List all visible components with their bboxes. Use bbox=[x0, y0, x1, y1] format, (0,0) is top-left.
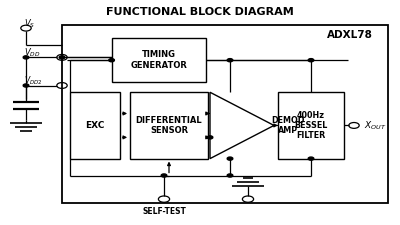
Bar bbox=[70, 92, 120, 159]
Circle shape bbox=[161, 174, 167, 177]
Bar bbox=[62, 25, 388, 202]
Circle shape bbox=[227, 157, 233, 160]
Circle shape bbox=[23, 56, 29, 59]
Bar bbox=[278, 92, 344, 159]
Circle shape bbox=[59, 56, 65, 59]
Text: TIMING
GENERATOR: TIMING GENERATOR bbox=[130, 50, 188, 70]
Circle shape bbox=[227, 174, 233, 177]
Polygon shape bbox=[210, 92, 274, 159]
Circle shape bbox=[227, 59, 233, 62]
Circle shape bbox=[308, 157, 314, 160]
Text: FUNCTIONAL BLOCK DIAGRAM: FUNCTIONAL BLOCK DIAGRAM bbox=[106, 7, 294, 17]
Bar bbox=[112, 38, 206, 82]
Circle shape bbox=[308, 59, 314, 62]
Text: $V_S$: $V_S$ bbox=[24, 17, 35, 30]
Text: SELF-TEST: SELF-TEST bbox=[142, 207, 186, 216]
Circle shape bbox=[207, 136, 213, 139]
Text: EXC: EXC bbox=[85, 121, 105, 130]
Text: $V_{DD}$: $V_{DD}$ bbox=[24, 47, 40, 59]
Circle shape bbox=[23, 84, 29, 87]
Text: 400Hz
BESSEL
FILTER: 400Hz BESSEL FILTER bbox=[294, 110, 328, 140]
Bar bbox=[130, 92, 208, 159]
Circle shape bbox=[109, 59, 114, 62]
Text: DIFFERENTIAL
SENSOR: DIFFERENTIAL SENSOR bbox=[136, 116, 202, 135]
Text: ADXL78: ADXL78 bbox=[327, 30, 373, 40]
Text: $V_{DD2}$: $V_{DD2}$ bbox=[24, 75, 42, 87]
Text: $X_{OUT}$: $X_{OUT}$ bbox=[364, 119, 386, 132]
Text: DEMOD
AMP: DEMOD AMP bbox=[271, 116, 305, 135]
